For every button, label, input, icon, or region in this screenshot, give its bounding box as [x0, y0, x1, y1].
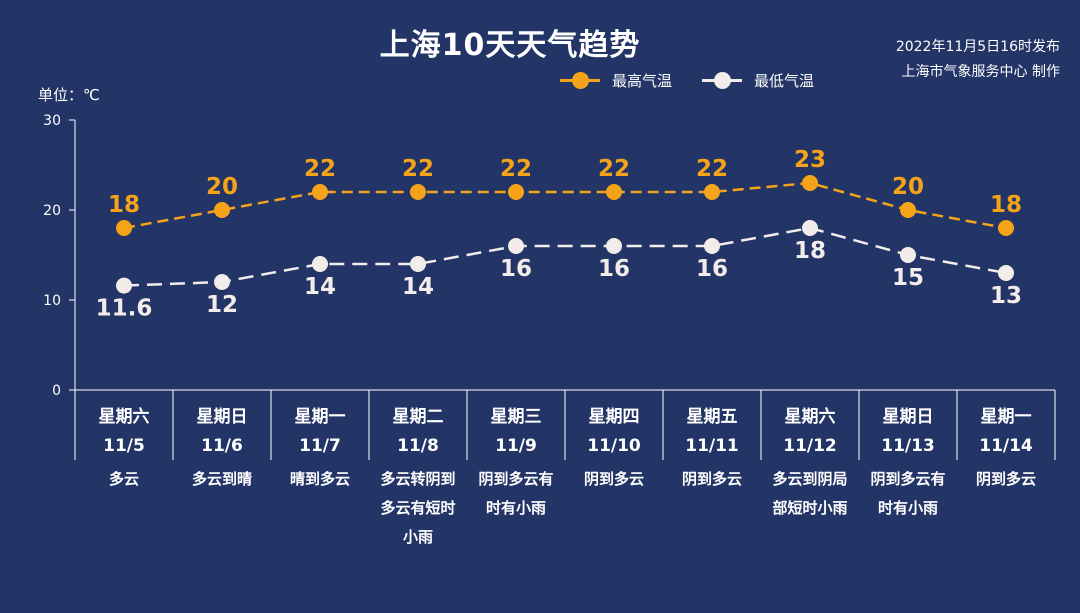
- series-low-data-label: 15: [892, 265, 924, 291]
- weather-label: 多云: [109, 470, 139, 488]
- x-date-label: 11/14: [979, 436, 1033, 456]
- x-day-label: 星期二: [393, 407, 444, 427]
- legend-item-high: 最高气温: [560, 70, 672, 91]
- series-high-point: [998, 220, 1014, 236]
- x-date-label: 11/13: [881, 436, 935, 456]
- series-high-point: [606, 184, 622, 200]
- weather-label: 多云到晴: [192, 470, 252, 488]
- series-high-data-label: 20: [206, 174, 238, 200]
- series-low-point: [704, 238, 720, 254]
- y-tick-label: 0: [52, 383, 61, 399]
- series-low-data-label: 14: [304, 274, 336, 300]
- weather-label: 小雨: [403, 528, 433, 546]
- weather-label: 阴到多云: [976, 470, 1036, 488]
- series-high-point: [312, 184, 328, 200]
- series-low-data-label: 16: [500, 256, 532, 282]
- weather-label: 时有小雨: [486, 499, 546, 517]
- legend-high-label: 最高气温: [612, 72, 673, 90]
- series-low-data-label: 13: [990, 283, 1022, 309]
- weather-label: 多云有短时: [380, 499, 455, 517]
- weather-label: 阴到多云有: [870, 470, 945, 488]
- x-date-label: 11/6: [201, 436, 243, 456]
- series-low-point: [116, 277, 132, 294]
- weather-label: 阴到多云: [682, 470, 742, 488]
- x-day-label: 星期六: [785, 406, 836, 427]
- legend-low-line-icon: [702, 72, 743, 89]
- series-low-data-label: 16: [696, 256, 728, 282]
- series-low-data-label: 12: [206, 292, 238, 318]
- x-date-label: 11/12: [783, 436, 837, 456]
- series-low-point: [410, 256, 426, 272]
- weather-label: 部短时小雨: [772, 499, 847, 517]
- series-low-point: [900, 247, 916, 263]
- publisher: 上海市气象服务中心 制作: [901, 64, 1060, 80]
- series-low-point: [998, 265, 1014, 281]
- x-date-label: 11/10: [587, 436, 641, 456]
- legend-low-label: 最低气温: [754, 72, 815, 90]
- y-tick-label: 20: [43, 203, 61, 219]
- x-date-label: 11/11: [685, 436, 739, 456]
- series-high-point: [508, 184, 524, 200]
- x-day-label: 星期日: [197, 407, 248, 427]
- weather-label: 阴到多云: [584, 470, 644, 488]
- publish-time: 2022年11月5日16时发布: [895, 39, 1060, 55]
- series-low-point: [214, 274, 230, 290]
- series-high-data-label: 22: [598, 156, 630, 182]
- series-low-data-label: 16: [598, 256, 630, 282]
- series-low-point: [312, 256, 328, 272]
- weather-label: 晴到多云: [290, 470, 350, 488]
- y-tick-label: 10: [43, 293, 61, 309]
- weather-label: 多云转阴到: [380, 470, 455, 488]
- legend: 最高气温 最低气温: [560, 70, 814, 91]
- x-day-label: 星期日: [883, 407, 934, 427]
- series-high-data-label: 20: [892, 174, 924, 200]
- weather-label: 时有小雨: [878, 499, 938, 517]
- x-day-label: 星期三: [491, 407, 542, 427]
- x-day-label: 星期五: [687, 407, 738, 427]
- x-day-label: 星期一: [295, 407, 346, 427]
- series-high-line: [123, 181, 1007, 230]
- legend-high-line-icon: [560, 72, 600, 89]
- series-high-point: [704, 184, 720, 200]
- series-low-point: [802, 220, 818, 236]
- x-day-label: 星期四: [589, 407, 640, 427]
- series-low-data-label: 18: [794, 238, 826, 264]
- series-high-data-label: 22: [402, 156, 434, 182]
- y-tick-label: 30: [43, 113, 61, 129]
- x-date-label: 11/5: [103, 436, 145, 456]
- series-low-point: [606, 238, 622, 254]
- series-high-point: [214, 202, 230, 218]
- series-high-data-label: 18: [990, 192, 1022, 218]
- series-high-data-label: 22: [500, 156, 532, 182]
- series-low-data-label: 11.6: [96, 296, 153, 322]
- series-low-point: [508, 238, 524, 254]
- legend-item-low: 最低气温: [702, 70, 814, 91]
- series-high-data-label: 18: [108, 192, 140, 218]
- series-high-data-label: 23: [794, 147, 826, 173]
- x-day-label: 星期一: [981, 407, 1032, 427]
- weather-label: 多云到阴局: [772, 470, 847, 488]
- x-date-label: 11/9: [495, 436, 537, 456]
- series-high-point: [900, 202, 916, 218]
- series-low-data-label: 14: [402, 274, 434, 300]
- chart-title: 上海10天天气趋势: [379, 28, 641, 63]
- weather-label: 阴到多云有: [478, 470, 553, 488]
- publish-info: 2022年11月5日16时发布 上海市气象服务中心 制作: [896, 35, 1060, 85]
- x-day-label: 星期六: [99, 406, 150, 427]
- unit-label: 单位：℃: [38, 86, 100, 104]
- series-high-point: [410, 184, 426, 200]
- series-high-point: [116, 220, 132, 236]
- series-high-data-label: 22: [304, 156, 336, 182]
- series-low-line: [123, 226, 1007, 287]
- series-high-point: [802, 175, 818, 191]
- series-high-data-label: 22: [696, 156, 728, 182]
- x-date-label: 11/8: [397, 436, 439, 456]
- x-date-label: 11/7: [299, 436, 341, 456]
